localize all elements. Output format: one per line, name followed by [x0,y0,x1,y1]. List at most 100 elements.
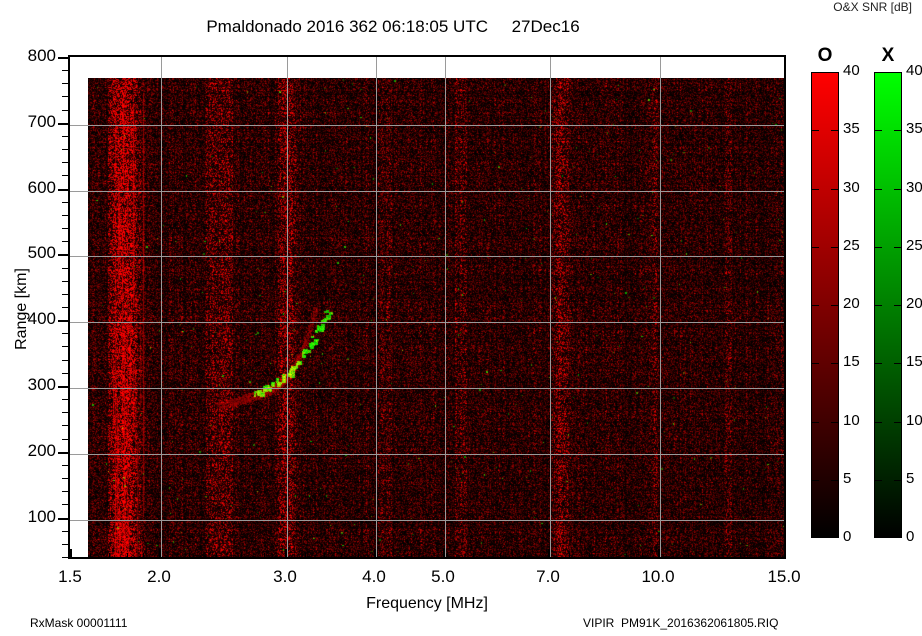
colorbar-tick [874,189,882,190]
y-tick-minor [62,110,70,111]
y-tick-minor [62,557,70,558]
x-tick-major [285,549,287,559]
y-tick-major [58,189,70,191]
colorbar-tick [894,189,902,190]
colorbar-tick [874,363,882,364]
x-tick-label: 15.0 [767,567,801,586]
colorbar-tick-label: 40 [906,62,922,79]
colorbar-tick [894,130,902,131]
x-tick-minor [109,553,110,559]
x-tick-minor [642,553,643,559]
colorbar-tick [831,130,839,131]
y-tick-minor [62,281,70,282]
y-tick-label: 400 [27,309,56,328]
x-tick-minor [715,553,716,559]
y-tick-minor [62,202,70,203]
x-tick-minor [264,553,265,559]
x-tick-minor [189,553,190,559]
x-tick-minor [127,553,128,559]
y-tick-minor [62,346,70,347]
y-tick-minor [62,504,70,505]
colorbar-tick [831,247,839,248]
x-tick-minor [525,553,526,559]
x-tick-minor [143,553,144,559]
colorbar-tick [831,189,839,190]
ionogram-data-canvas [88,78,784,557]
x-tick-minor [324,553,325,559]
y-tick-minor [62,307,70,308]
colorbar-tick-label: 25 [906,237,922,254]
y-tick-minor [62,465,70,466]
y-tick-minor [62,268,70,269]
x-tick-label: 10.0 [641,567,675,586]
y-tick-minor [62,294,70,295]
y-tick-minor [62,412,70,413]
y-tick-major [58,320,70,322]
x-tick-major [374,549,376,559]
x-tick-minor [341,553,342,559]
colorbar-tick [811,247,819,248]
x-axis-label: Frequency [MHz] [366,595,488,612]
x-tick-major [443,549,445,559]
x-tick-minor [411,553,412,559]
x-tick-minor [740,553,741,559]
x-tick-minor [305,553,306,559]
x-tick-major [548,549,550,559]
y-tick-label: 600 [27,178,56,197]
x-tick-major [70,549,72,559]
colorbar-tick-label: 25 [843,237,860,254]
colorbar-tick-label: 30 [906,179,922,196]
colorbar-header-label: O&X SNR [dB] [833,0,912,14]
x-tick-label: 5.0 [431,567,455,586]
colorbar-tick [874,480,882,481]
y-tick-minor [62,491,70,492]
y-tick-major [58,123,70,125]
x-tick-minor [216,553,217,559]
y-tick-minor [62,373,70,374]
x-tick-minor [358,553,359,559]
colorbar-tick-label: 20 [906,295,922,312]
y-tick-label: 700 [27,112,56,131]
colorbar-tick-label: 35 [843,120,860,137]
snr-heatmap-canvas [88,78,784,557]
colorbar-tick-label: 40 [843,62,860,79]
colorbar-tick [811,480,819,481]
colorbar-tick [894,363,902,364]
colorbar-tick-label: 15 [906,353,922,370]
x-tick-major [784,549,786,559]
x-tick-major [658,549,660,559]
x-tick-minor [569,553,570,559]
colorbar-x-title: X [881,45,895,66]
y-tick-minor [62,175,70,176]
colorbar-tick [811,189,819,190]
rxmask-label: RxMask 00001111 [30,616,128,630]
y-tick-minor [62,136,70,137]
x-tick-major [159,549,161,559]
colorbar-o-title: O [817,45,833,66]
y-tick-major [58,518,70,520]
colorbar-tick [894,305,902,306]
y-tick-major [58,452,70,454]
colorbar-tick [831,363,839,364]
colorbar-tick-label: 20 [843,295,860,312]
y-tick-minor [62,478,70,479]
colorbar-tick [894,247,902,248]
y-tick-label: 800 [27,46,56,65]
page-title: Pmaldonado 2016 362 06:18:05 UTC 27Dec16 [206,17,580,36]
colorbar-tick [811,130,819,131]
colorbar-tick [811,363,819,364]
ionogram-plot [68,55,786,559]
x-tick-minor [626,553,627,559]
x-tick-minor [589,553,590,559]
source-file-label: VIPIR PM91K_2016362061805.RIQ [583,616,779,630]
colorbar-tick [831,480,839,481]
y-tick-minor [62,70,70,71]
y-tick-label: 500 [27,243,56,262]
colorbar-tick [811,422,819,423]
colorbar-tick [874,130,882,131]
y-tick-major [58,254,70,256]
y-tick-minor [62,228,70,229]
y-tick-major [58,386,70,388]
y-tick-label: 300 [27,375,56,394]
colorbar-tick-label: 5 [906,470,915,487]
